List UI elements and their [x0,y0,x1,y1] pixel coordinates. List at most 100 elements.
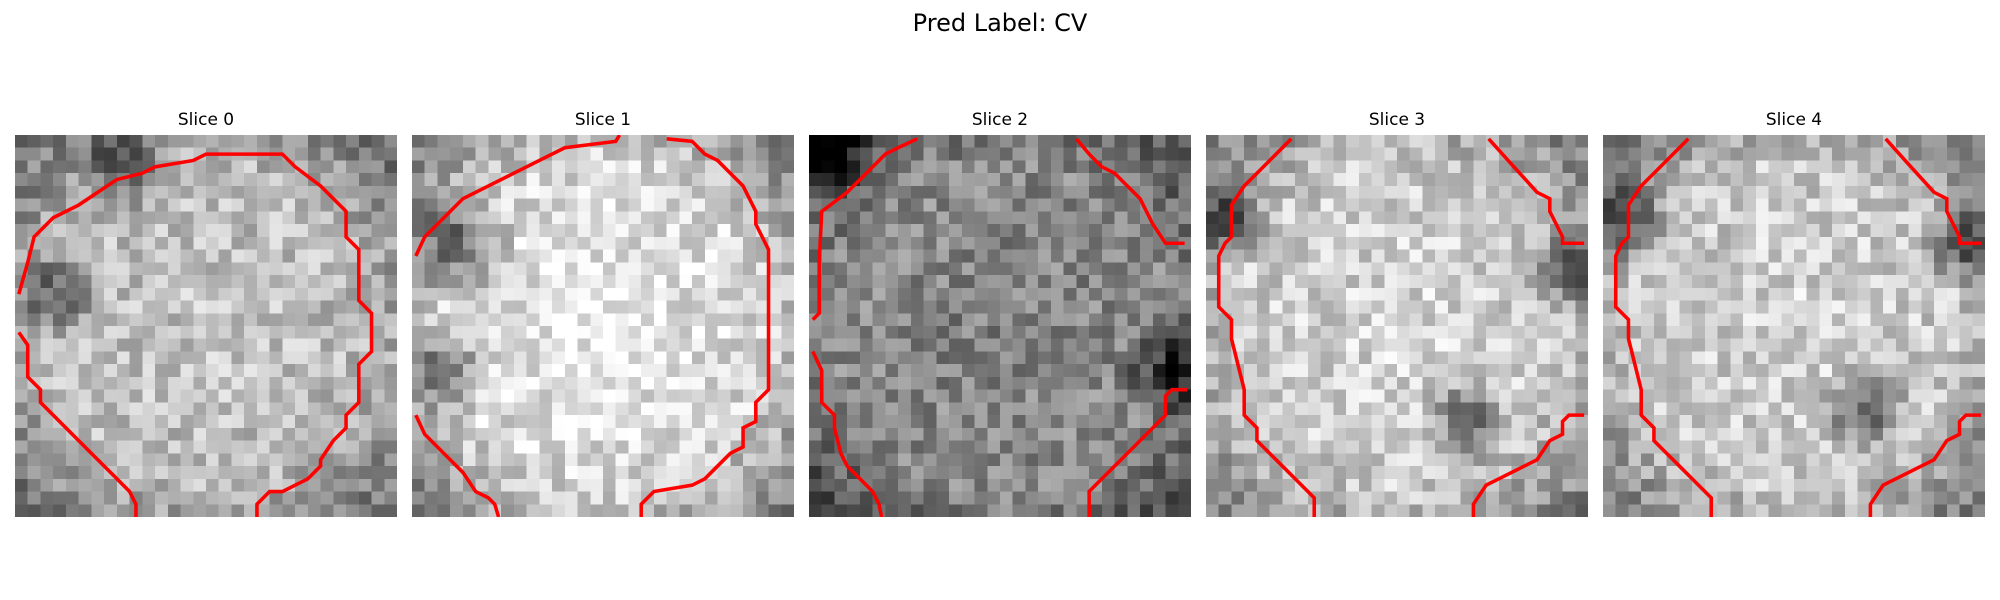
pixel [936,415,950,429]
pixel [437,275,451,289]
pixel [53,236,67,250]
pixel [564,478,578,492]
pixel [1615,185,1629,199]
pixel [1063,135,1077,148]
pixel [1152,198,1166,212]
pixel [129,351,143,365]
pixel [358,147,372,161]
pixel [167,300,181,314]
pixel [755,326,769,339]
pixel [1063,313,1077,327]
pixel [641,364,655,378]
pixel [847,135,861,148]
pixel [129,211,143,225]
pixel [1384,338,1398,352]
pixel [1895,185,1909,199]
pixel [320,427,334,441]
pixel [1346,453,1360,467]
pixel [768,415,782,429]
pixel [1269,300,1283,314]
pixel [218,466,232,480]
pixel [1704,275,1718,289]
pixel [949,376,963,390]
pixel [809,326,822,339]
pixel [1089,185,1103,199]
pixel [1498,402,1512,416]
pixel [1575,249,1588,263]
pixel [1038,300,1052,314]
pixel [1895,224,1909,238]
pixel [910,402,924,416]
pixel [462,160,476,174]
pixel [1397,389,1410,403]
pixel [1603,249,1616,263]
pixel [256,415,270,429]
pixel [116,453,130,467]
pixel [872,313,886,327]
pixel [1781,440,1795,454]
pixel [1282,415,1296,429]
pixel [450,389,464,403]
pixel [488,427,502,441]
pixel [1704,415,1718,429]
pixel [256,300,270,314]
pixel [923,275,937,289]
pixel [320,364,334,378]
pixel [358,364,372,378]
pixel [1883,185,1897,199]
pixel [1794,351,1807,365]
pixel [1307,478,1321,492]
pixel [1127,211,1141,225]
pixel [1114,364,1128,378]
pixel [1460,249,1474,263]
pixel [40,478,54,492]
pixel [78,376,92,390]
pixel [104,198,118,212]
pixel [552,262,566,276]
pixel [1307,249,1321,263]
pixel [1114,287,1128,301]
pixel [65,338,79,352]
pixel [1743,185,1757,199]
pixel [1972,338,1985,352]
pixel [116,147,130,161]
pixel [1743,364,1757,378]
pixel [1152,402,1166,416]
pixel [244,287,258,301]
pixel [1089,351,1103,365]
pixel [1743,198,1757,212]
pixel [462,491,476,505]
pixel [27,185,41,199]
pixel [1012,224,1026,238]
pixel [1050,453,1064,467]
pixel [450,249,464,263]
pixel [781,211,794,225]
pixel [949,236,963,250]
pixel [628,313,642,327]
pixel [1806,427,1820,441]
pixel [872,198,886,212]
pixel [1307,389,1321,403]
pixel [1575,262,1588,276]
pixel [885,160,899,174]
pixel [424,211,438,225]
pixel [1269,389,1283,403]
pixel [384,236,397,250]
pixel [1152,427,1166,441]
pixel [1946,236,1960,250]
pixel [78,364,92,378]
pixel [1781,338,1795,352]
pixel [437,185,451,199]
pixel [1755,173,1769,187]
pixel [628,147,642,161]
pixel [987,402,1001,416]
pixel [1165,402,1179,416]
pixel [1435,440,1449,454]
pixel [923,402,937,416]
pixel [1140,287,1154,301]
pixel [526,147,540,161]
pixel [78,300,92,314]
pixel [1959,313,1973,327]
pixel [1114,402,1128,416]
pixel [1844,453,1858,467]
